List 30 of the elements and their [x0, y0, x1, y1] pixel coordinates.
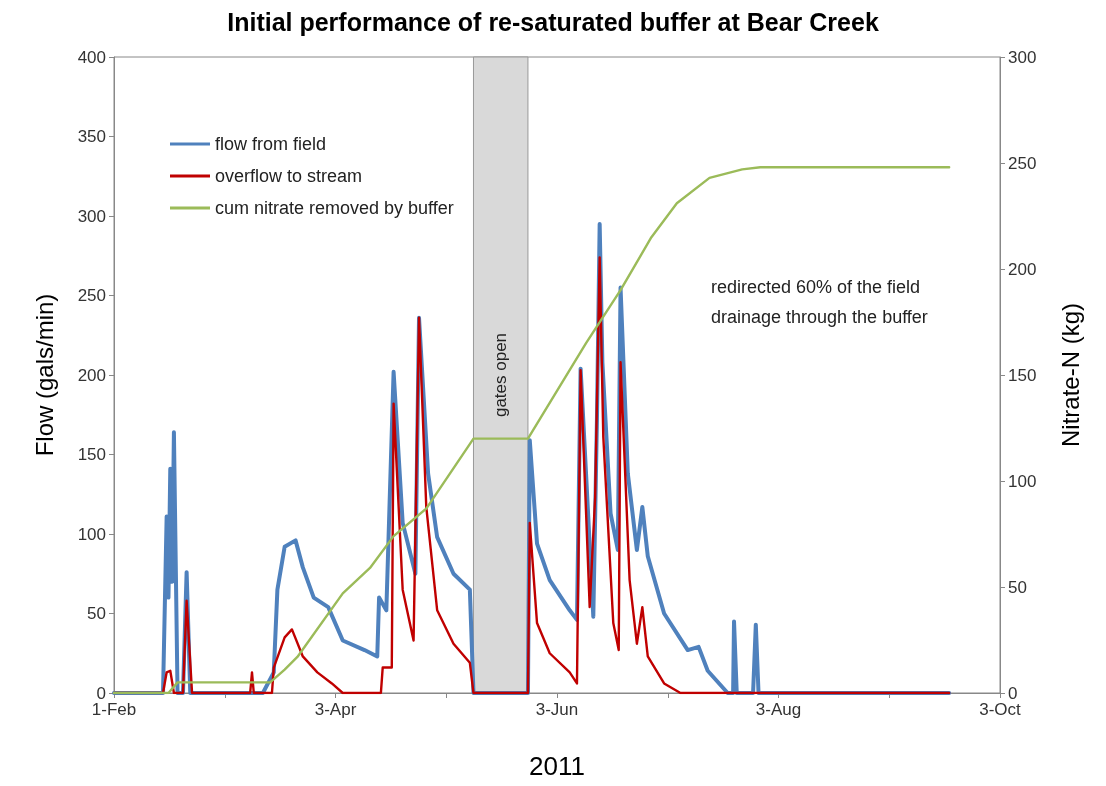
y2-tick-label: 150: [1008, 365, 1037, 385]
band-label: gates open: [491, 332, 511, 418]
y2-tick-label: 300: [1008, 47, 1037, 67]
legend-label: overflow to stream: [215, 166, 363, 186]
y-tick-label: 100: [77, 524, 106, 544]
y-tick-label: 250: [77, 286, 106, 305]
x-tick-label: 3-Aug: [755, 700, 802, 719]
y-tick-label: 0: [96, 683, 106, 703]
legend-label: cum nitrate removed by buffer: [215, 198, 454, 218]
y-tick-label: 200: [77, 365, 106, 385]
y-tick-label: 400: [77, 47, 106, 67]
annotation: redirected 60% of the field drainage through the buffer: [711, 277, 928, 327]
x-tick-label: 3-Jun: [535, 700, 579, 719]
y2-axis-title: Nitrate-N (kg): [1056, 302, 1084, 448]
y2-tick-label: 0: [1008, 683, 1018, 703]
y2-tick-label: 50: [1008, 577, 1027, 597]
y2-tick-label: 200: [1008, 259, 1037, 279]
y2-tick-label: 100: [1008, 471, 1037, 491]
chart-title: Initial performance of re-saturated buffer at Bear Creek: [227, 7, 879, 36]
x-tick-label: 1-Feb: [91, 700, 137, 719]
y2-tick-label: 250: [1008, 153, 1037, 173]
y-tick-label: 150: [77, 445, 106, 464]
x-axis-title: 2011: [529, 751, 585, 781]
y-axis-title: Flow (gals/min): [30, 293, 58, 457]
x-tick-label: 3-Oct: [979, 700, 1022, 719]
y-tick-label: 350: [77, 127, 106, 146]
x-tick-label: 3-Apr: [314, 700, 357, 719]
y-tick-label: 300: [77, 206, 106, 226]
legend-label: flow from field: [215, 134, 327, 154]
y-tick-label: 50: [87, 604, 106, 623]
